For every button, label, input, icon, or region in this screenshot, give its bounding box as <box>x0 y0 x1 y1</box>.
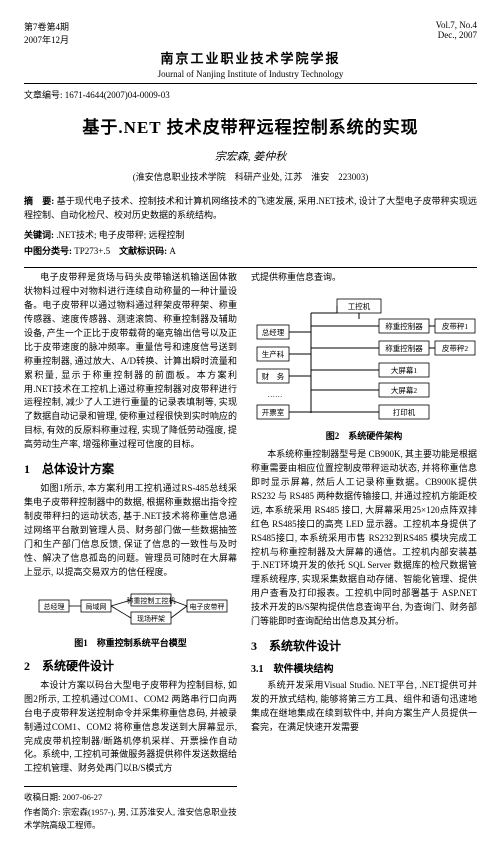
author-bio: 作者简介: 宗宏森(1957-), 男, 江苏淮安人, 淮安信息职业技术学院高级… <box>24 806 237 832</box>
sec3-heading: 3 系统软件设计 <box>251 637 477 654</box>
svg-text:开票室: 开票室 <box>262 407 285 417</box>
col-right: 式提供称重信息查询。 工控机总经理称重控制器生产科称重控制器皮带秤1皮带秤2财 … <box>251 271 477 834</box>
svg-text:现场秤架: 现场秤架 <box>137 614 165 623</box>
affiliation: (淮安信息职业技术学院 科研产业处, 江苏 淮安 223003) <box>24 170 477 183</box>
sec2-heading: 2 系统硬件设计 <box>24 657 237 674</box>
page-root: 第7卷第4期 2007年12月 Vol.7, No.4 Dec., 2007 南… <box>0 0 501 854</box>
class-no: TP273+.5 <box>74 246 110 256</box>
svg-text:总经理: 总经理 <box>43 602 64 611</box>
abstract-text: 基于现代电子技术、控制技术和计算机网络技术的飞速发展, 采用.NET技术, 设计… <box>24 196 477 220</box>
vol-cn-text: 第7卷第4期 <box>24 20 69 33</box>
article-number: 文章编号: 1671-4644(2007)04-0009-03 <box>24 88 477 101</box>
doc-label: 文献标识码: <box>119 246 167 256</box>
keywords-text: .NET技术; 电子皮带秤; 远程控制 <box>56 230 184 240</box>
vol-cn: 第7卷第4期 2007年12月 <box>24 20 69 46</box>
col-left: 电子皮带秤是货场与码头皮带输送机输送固体散状物料过程中对物料进行连续自动称量的一… <box>24 271 237 834</box>
figure-2: 工控机总经理称重控制器生产科称重控制器皮带秤1皮带秤2财 务……大屏幕1大屏幕2… <box>251 289 477 425</box>
journal-cn: 南京工业职业技术学院学报 <box>24 48 477 67</box>
svg-text:称重控制器: 称重控制器 <box>385 343 423 353</box>
svg-text:工控机: 工控机 <box>348 301 371 311</box>
svg-text:大屏幕1: 大屏幕1 <box>391 365 417 375</box>
figure-1-caption: 图1 称重控制系统平台模型 <box>24 636 237 649</box>
keywords-label: 关键词: <box>24 230 54 240</box>
sec1-heading: 1 总体设计方案 <box>24 460 237 477</box>
svg-text:生产科: 生产科 <box>262 349 285 359</box>
svg-text:总经理: 总经理 <box>262 327 285 337</box>
sub31-heading: 3.1 软件模块结构 <box>251 660 477 675</box>
svg-text:皮带秤1: 皮带秤1 <box>442 321 468 331</box>
svg-text:称重控制工控机: 称重控制工控机 <box>126 596 175 605</box>
rule-1 <box>24 83 477 84</box>
received-date: 收稿日期: 2007-06-27 <box>24 791 237 804</box>
sec2-p2: 本系统称重控制器型号是 CB900K, 其主要功能是根据称重需要由相应位置控制皮… <box>251 448 477 629</box>
date-cn-text: 2007年12月 <box>24 33 69 46</box>
keywords-block: 关键词: .NET技术; 电子皮带秤; 远程控制 <box>24 228 477 241</box>
sec3-p1: 系统开发采用Visual Studio. NET平台, .NET提供可并发的开放… <box>251 679 477 735</box>
svg-text:……: …… <box>268 390 283 399</box>
body-columns: 电子皮带秤是货场与码头皮带输送机输送固体散状物料过程中对物料进行连续自动称量的一… <box>24 271 477 834</box>
header-center-spacer <box>69 20 436 46</box>
abstract-label: 摘 要: <box>24 196 54 206</box>
sec2-p1: 本设计方案以码台大型电子皮带秤为控制目标, 如图2所示, 工控机通过COM1、C… <box>24 679 237 777</box>
article-title: 基于.NET 技术皮带秤远程控制系统的实现 <box>24 113 477 138</box>
right-top-line: 式提供称重信息查询。 <box>251 271 477 285</box>
class-label: 中图分类号: <box>24 246 72 256</box>
vol-en-block: Vol.7, No.4 Dec., 2007 <box>436 20 477 46</box>
svg-text:局域网: 局域网 <box>85 602 106 611</box>
figure-2-caption: 图2 系统硬件架构 <box>251 429 477 442</box>
abstract-block: 摘 要: 基于现代电子技术、控制技术和计算机网络技术的飞速发展, 采用.NET技… <box>24 195 477 222</box>
header-row: 第7卷第4期 2007年12月 Vol.7, No.4 Dec., 2007 <box>24 20 477 46</box>
date-en-text: Dec., 2007 <box>436 30 477 40</box>
figure-1: 总经理 局域网 称重控制工控机现场秤架 电子皮带秤 <box>24 586 237 630</box>
svg-text:打印机: 打印机 <box>393 407 416 417</box>
authors: 宗宏森, 姜仲秋 <box>24 148 477 164</box>
vol-en-text: Vol.7, No.4 <box>436 20 477 30</box>
svg-text:财 务: 财 务 <box>262 371 285 381</box>
intro-p1: 电子皮带秤是货场与码头皮带输送机输送固体散状物料过程中对物料进行连续自动称量的一… <box>24 271 237 452</box>
rule-2 <box>24 267 477 268</box>
journal-en: Journal of Nanjing Institute of Industry… <box>24 69 477 79</box>
svg-text:大屏幕2: 大屏幕2 <box>391 385 417 395</box>
sec1-p1: 如图1所示, 本方案利用工控机通过RS-485总线采集电子皮带秤控制器中的数据,… <box>24 482 237 580</box>
doc-code: A <box>169 246 176 256</box>
footer-block: 收稿日期: 2007-06-27 作者简介: 宗宏森(1957-), 男, 江苏… <box>24 786 237 831</box>
classification-block: 中图分类号: TP273+.5 文献标识码: A <box>24 244 477 257</box>
svg-text:皮带秤2: 皮带秤2 <box>442 343 468 353</box>
svg-text:称重控制器: 称重控制器 <box>385 321 423 331</box>
svg-text:电子皮带秤: 电子皮带秤 <box>189 602 224 611</box>
